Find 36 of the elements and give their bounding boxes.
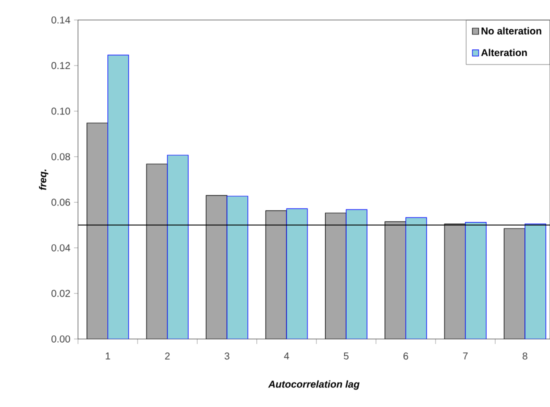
- bar: [524, 224, 546, 339]
- y-tick-label: 0.14: [51, 16, 70, 24]
- y-tick-label: 0.02: [51, 290, 70, 297]
- bar: [107, 54, 129, 339]
- bar: [286, 208, 308, 339]
- bar: [167, 154, 189, 339]
- x-tick-label: 3: [224, 352, 230, 360]
- y-tick-label: 0.00: [51, 335, 70, 343]
- x-tick-label: 4: [284, 352, 290, 360]
- bar: [405, 217, 427, 339]
- bar: [465, 222, 487, 339]
- bar: [384, 221, 406, 339]
- bar: [265, 210, 287, 339]
- y-tick-label: 0.12: [51, 62, 70, 70]
- y-tick-label: 0.06: [51, 198, 70, 206]
- bar: [226, 196, 248, 339]
- x-tick-label: 1: [106, 352, 110, 360]
- x-axis-title: Autocorrelation lag: [268, 380, 360, 390]
- bar: [146, 164, 168, 339]
- y-axis-title: freq.: [38, 170, 48, 190]
- bar: [325, 212, 346, 339]
- legend-label: Alteration: [481, 48, 527, 56]
- bar: [206, 195, 228, 339]
- x-tick-label: 6: [404, 352, 408, 360]
- bar: [346, 209, 368, 339]
- y-tick-label: 0.10: [51, 108, 70, 115]
- x-tick-label: 2: [165, 352, 170, 360]
- bar: [444, 224, 466, 339]
- y-tick-label: 0.08: [51, 153, 70, 160]
- y-tick-label: 0.04: [51, 244, 70, 252]
- bar: [504, 228, 526, 339]
- x-tick-label: 5: [344, 352, 349, 360]
- x-tick-label: 8: [522, 352, 528, 360]
- x-tick-label: 7: [463, 352, 468, 360]
- legend-label: No alteration: [482, 27, 542, 34]
- bar: [86, 122, 108, 339]
